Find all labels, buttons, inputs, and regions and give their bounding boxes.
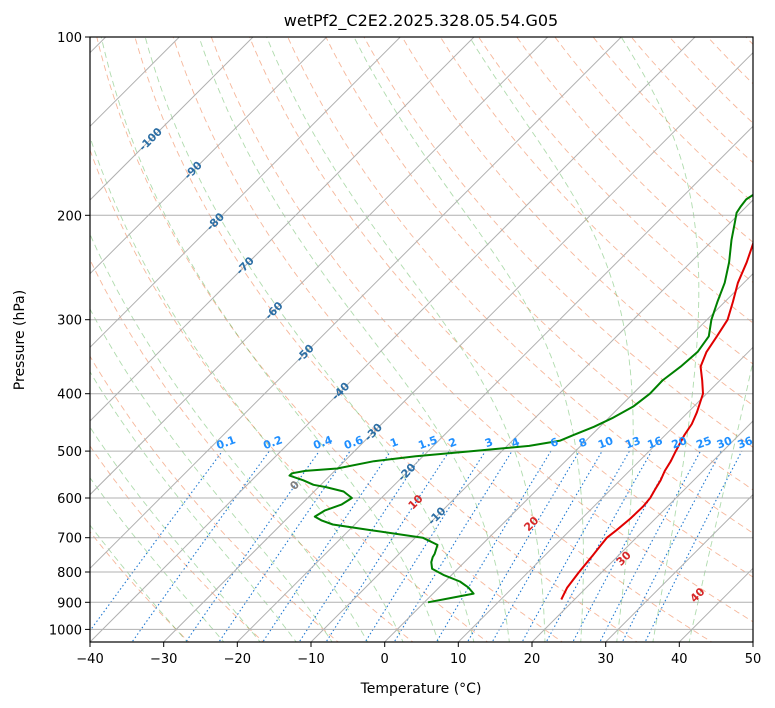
plot-frame xyxy=(89,36,754,643)
plot-area: -100-90-80-70-60-50-40-30-20-100.1 0.2 0.4… xyxy=(90,37,755,642)
skewed-isotherms xyxy=(90,37,753,642)
isotherm-line xyxy=(90,37,696,642)
x-tick-label: −40 xyxy=(76,652,103,667)
isoline-label: 0.2 xyxy=(261,433,284,452)
mixing-ratio-line xyxy=(621,450,722,642)
x-tick-label: 30 xyxy=(597,652,614,667)
isoline-label: 20 xyxy=(670,434,689,452)
dry-adiabat-line xyxy=(325,37,753,491)
isotherm-line xyxy=(457,346,753,642)
mixing-ratio-lines xyxy=(90,450,743,642)
mixing-ratio-line xyxy=(185,450,320,642)
isoline-label: 16 xyxy=(646,434,665,452)
mixing-ratio-line xyxy=(298,450,425,642)
mixing-ratio-line xyxy=(393,450,513,642)
isotherm-line xyxy=(383,272,753,642)
y-tick-label: 500 xyxy=(57,445,82,460)
sounding-series-line xyxy=(288,193,753,604)
x-tick-label: 10 xyxy=(450,652,467,667)
isoline-label: 0.1 xyxy=(215,433,238,452)
isoline-label: 3 xyxy=(483,435,495,450)
mixing-ratio-line xyxy=(262,450,392,642)
y-tick-label: 600 xyxy=(57,492,82,507)
x-tick-label: 20 xyxy=(524,652,541,667)
mixing-ratio-line xyxy=(131,450,270,642)
dry-adiabat-line xyxy=(287,37,753,534)
isoline-label: 0.6 xyxy=(342,433,365,452)
isoline-label: 8 xyxy=(577,435,589,450)
mixing-ratio-line xyxy=(466,450,580,642)
isoline-label: 25 xyxy=(694,434,713,451)
isotherm-line xyxy=(531,420,753,642)
moist-adiabat-line xyxy=(90,524,188,642)
isotherm-line xyxy=(90,37,254,201)
mixing-ratio-line xyxy=(599,450,701,642)
y-tick-label: 100 xyxy=(57,31,82,46)
moist-adiabat-line xyxy=(90,426,261,642)
mixing-ratio-line xyxy=(90,450,223,632)
y-tick-label: 900 xyxy=(57,596,82,611)
dry-adiabat-line xyxy=(249,37,753,578)
isotherm-line xyxy=(90,37,328,275)
x-tick-label: −30 xyxy=(150,652,177,667)
dry-adiabat-line xyxy=(90,148,489,642)
x-tick-label: −20 xyxy=(224,652,251,667)
isoline-label: 2 xyxy=(447,435,459,450)
y-tick-label: 1000 xyxy=(49,623,82,638)
isoline-label: 6 xyxy=(548,435,560,450)
isotherm-line xyxy=(236,125,753,642)
series-lines xyxy=(288,193,753,604)
y-tick-label: 200 xyxy=(57,209,82,224)
moist-adiabat-line xyxy=(90,370,297,642)
isoline-label: 4 xyxy=(510,435,522,450)
moist-adiabat-line xyxy=(90,135,404,642)
isotherm-line xyxy=(162,51,753,642)
isoline-label: 10 xyxy=(596,434,615,452)
isoline-label: 30 xyxy=(715,434,734,452)
y-tick-label: 300 xyxy=(57,314,82,329)
moist-adiabat-line xyxy=(90,477,225,642)
x-tick-label: 40 xyxy=(671,652,688,667)
isoline-label: 1 xyxy=(388,435,400,450)
x-axis-label: Temperature (°C) xyxy=(360,681,482,697)
x-axis-ticks: −40 −30 −20 −10 0 10 20 30 40 50 xyxy=(76,642,761,667)
moist-adiabat-line xyxy=(90,233,369,642)
isoline-label: 13 xyxy=(623,434,642,451)
isotherm-line xyxy=(90,37,475,422)
mixing-ratio-line xyxy=(218,450,351,642)
isotherm-line xyxy=(90,37,549,496)
y-axis-label: Pressure (hPa) xyxy=(12,290,28,390)
isotherm-line xyxy=(310,199,753,642)
x-tick-label: 0 xyxy=(381,652,389,667)
isotherm-line xyxy=(90,37,402,349)
isoline-label: 36 xyxy=(736,434,755,452)
dry-adiabat-line xyxy=(90,258,414,642)
y-tick-label: 700 xyxy=(57,532,82,547)
isotherm-line xyxy=(90,37,623,570)
y-tick-label: 400 xyxy=(57,388,82,403)
x-tick-label: −10 xyxy=(297,652,324,667)
isoline-label: 1.5 xyxy=(417,433,440,452)
y-axis-ticks: 100 200 300 400 500 600 700 800 900 1000 xyxy=(49,31,90,638)
sounding-series-line xyxy=(560,240,753,600)
y-tick-label: 800 xyxy=(57,566,82,581)
isoline-label: 0.4 xyxy=(311,433,334,452)
mixing-ratio-line xyxy=(325,450,450,642)
x-tick-label: 50 xyxy=(745,652,762,667)
chart-title: wetPf2_C2E2.2025.328.05.54.G05 xyxy=(284,11,558,31)
isotherm-line xyxy=(604,493,753,642)
